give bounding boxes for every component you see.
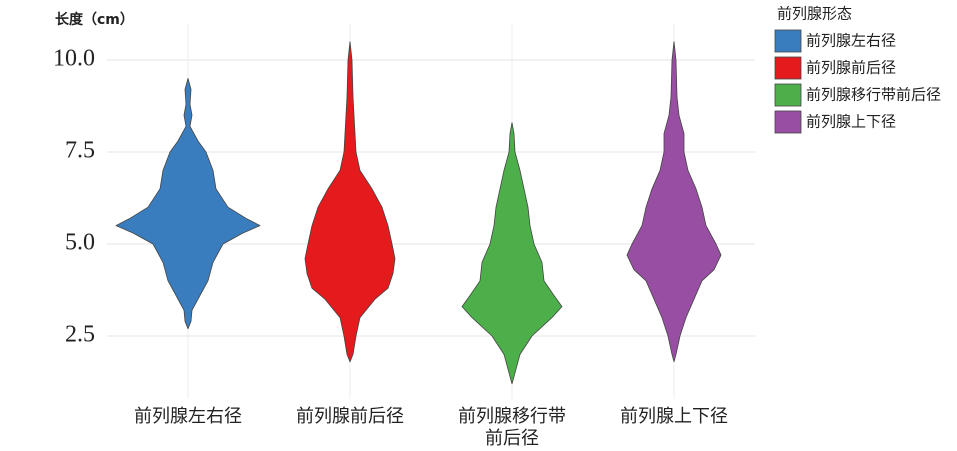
legend-label: 前列腺前后径 (806, 59, 896, 77)
y-tick-label: 5.0 (65, 230, 95, 256)
legend-swatch (774, 29, 802, 53)
x-tick-label: 前列腺前后径 (296, 406, 404, 427)
violin (115, 78, 261, 330)
x-tick-label: 前列腺移行带前后径 (458, 406, 566, 449)
x-tick-label: 前列腺上下径 (620, 406, 728, 427)
legend-title: 前列腺形态 (777, 5, 852, 23)
violin (461, 122, 563, 385)
y-tick-label: 2.5 (65, 322, 95, 348)
legend-swatch (774, 56, 802, 80)
y-tick-label: 10.0 (53, 46, 95, 72)
violin (304, 41, 396, 363)
legend-swatch (774, 83, 802, 107)
violin (626, 41, 722, 363)
legend-label: 前列腺移行带前后径 (806, 86, 941, 104)
y-axis-title: 长度（cm） (55, 11, 134, 28)
legend-label: 前列腺左右径 (806, 32, 896, 50)
legend-label: 前列腺上下径 (806, 113, 896, 131)
y-tick-label: 7.5 (65, 138, 95, 164)
x-tick-label: 前列腺左右径 (134, 406, 242, 427)
legend-swatch (774, 110, 802, 134)
